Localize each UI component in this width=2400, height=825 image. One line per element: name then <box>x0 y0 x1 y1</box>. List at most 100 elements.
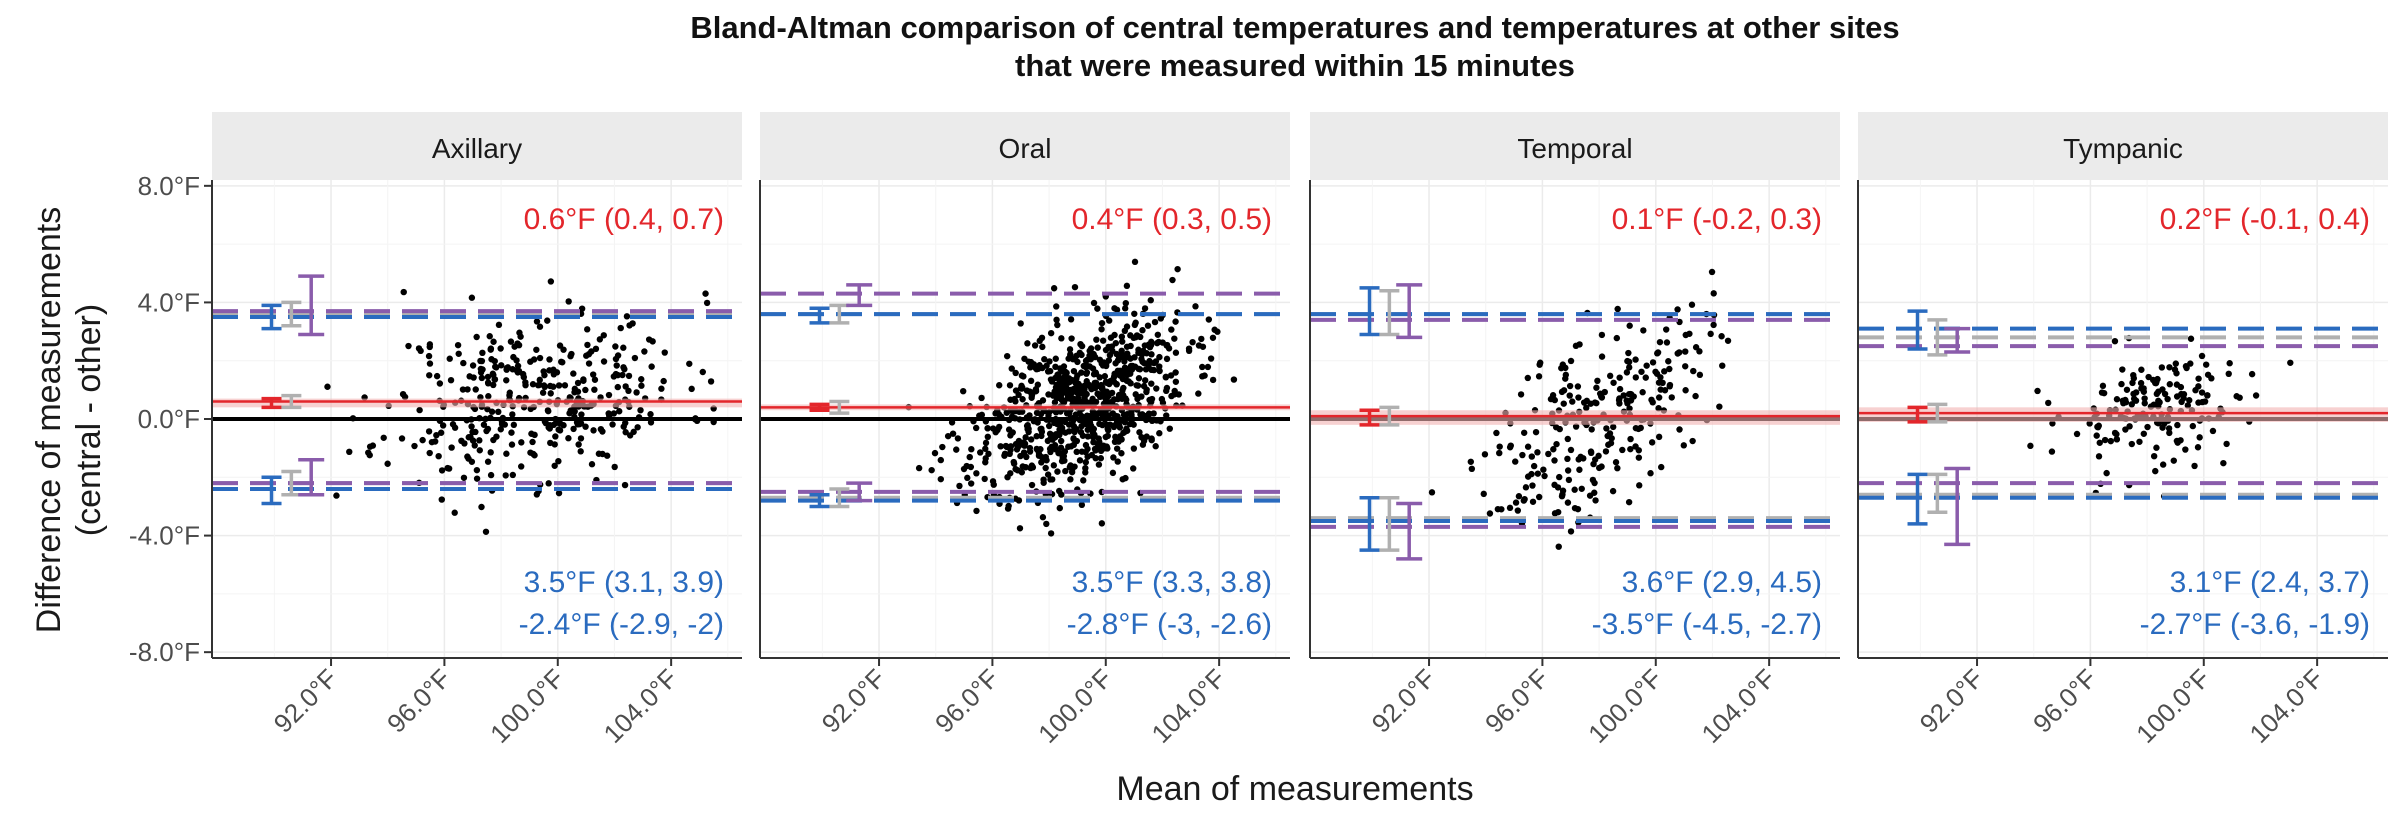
data-point <box>1031 342 1039 349</box>
data-point <box>1647 470 1654 477</box>
data-point <box>2140 430 2148 437</box>
data-point <box>1587 449 1595 457</box>
data-point <box>1010 460 1018 467</box>
data-point <box>1057 394 1065 401</box>
data-point <box>518 439 525 446</box>
data-point <box>1528 453 1536 460</box>
data-point <box>447 376 455 384</box>
data-point <box>1148 395 1156 403</box>
data-point <box>1046 358 1053 365</box>
data-point <box>707 378 715 385</box>
data-point <box>660 377 667 385</box>
data-point <box>428 438 436 446</box>
data-point <box>1097 447 1105 455</box>
data-point <box>1519 451 1526 459</box>
data-point <box>1113 445 1121 452</box>
data-point <box>2027 442 2034 450</box>
data-point <box>1172 369 1179 376</box>
x-tick-label: 100.0°F <box>484 663 570 749</box>
data-point <box>465 434 472 441</box>
facet-panels: Axillary 92.0°F 96.0°F 100.0°F 104.0°F 8.0°F 4… <box>129 112 2388 749</box>
data-point <box>1707 330 1714 338</box>
data-point <box>1140 382 1148 390</box>
upper-loa-ci-blue <box>1907 309 1928 351</box>
data-point <box>503 377 510 384</box>
data-point <box>2187 335 2195 342</box>
data-point <box>1614 305 1621 313</box>
upper-loa-ci-blue <box>809 306 830 325</box>
data-point <box>577 435 585 442</box>
data-point <box>1551 457 1558 464</box>
data-point <box>2170 457 2177 464</box>
data-point <box>1680 442 1687 449</box>
data-point <box>1123 282 1131 290</box>
data-point <box>1145 410 1153 417</box>
data-point <box>2153 378 2160 385</box>
data-point <box>978 394 985 402</box>
data-point <box>1070 441 1078 449</box>
data-point <box>1119 338 1126 345</box>
data-point <box>446 355 453 362</box>
data-point <box>520 373 528 381</box>
data-point <box>513 357 520 364</box>
data-point <box>621 365 628 373</box>
data-point <box>1048 378 1056 385</box>
data-point <box>426 372 433 379</box>
lower-loa-ci-purple <box>1396 501 1423 561</box>
data-point <box>1012 465 1019 473</box>
data-point <box>1015 391 1022 399</box>
data-point <box>1077 340 1084 348</box>
data-point <box>2195 375 2202 382</box>
data-point <box>1524 473 1532 480</box>
bias-annotation: 0.6°F (0.4, 0.7) <box>524 203 724 236</box>
data-point <box>416 406 423 414</box>
data-point <box>484 373 492 381</box>
data-point <box>1070 367 1078 375</box>
data-point <box>2098 389 2106 396</box>
data-point <box>400 288 407 296</box>
data-point <box>1016 525 1024 532</box>
data-point <box>1105 317 1113 324</box>
data-point <box>2164 395 2171 403</box>
data-point <box>1157 315 1165 322</box>
data-point <box>1205 316 1213 323</box>
y-tick-label: -8.0°F <box>129 637 200 667</box>
data-point <box>533 491 541 498</box>
data-point <box>1486 510 1494 517</box>
data-point <box>2158 364 2166 371</box>
panel-axillary: Axillary 92.0°F 96.0°F 100.0°F 104.0°F 8.0°F 4… <box>129 112 742 749</box>
data-point <box>484 458 492 465</box>
data-point <box>931 449 939 457</box>
data-point <box>1062 368 1069 376</box>
data-point <box>1120 354 1127 361</box>
data-point <box>541 383 548 391</box>
data-point <box>1209 334 1217 341</box>
data-point <box>1101 373 1109 380</box>
data-point <box>2128 401 2135 408</box>
data-point <box>1494 505 1502 513</box>
data-point <box>571 408 578 415</box>
data-point <box>1480 490 1487 498</box>
data-point <box>2034 387 2041 395</box>
data-point <box>1033 365 1040 373</box>
data-point <box>605 391 613 399</box>
data-point <box>1068 468 1076 476</box>
data-point <box>959 387 967 395</box>
data-point <box>2192 387 2199 394</box>
data-point <box>699 368 706 376</box>
data-point <box>468 294 476 301</box>
data-point <box>1167 372 1175 379</box>
data-point <box>972 424 980 432</box>
data-point <box>1576 341 1583 348</box>
data-point <box>1078 369 1085 376</box>
data-point <box>1642 374 1649 381</box>
data-point <box>1062 467 1069 475</box>
data-point <box>1625 349 1632 357</box>
data-point <box>1027 377 1035 385</box>
data-point <box>1643 362 1650 369</box>
data-point <box>1079 390 1086 397</box>
data-point <box>561 382 569 389</box>
data-point <box>466 373 473 380</box>
data-point <box>1624 400 1631 407</box>
y-tick-label: -4.0°F <box>129 521 200 551</box>
